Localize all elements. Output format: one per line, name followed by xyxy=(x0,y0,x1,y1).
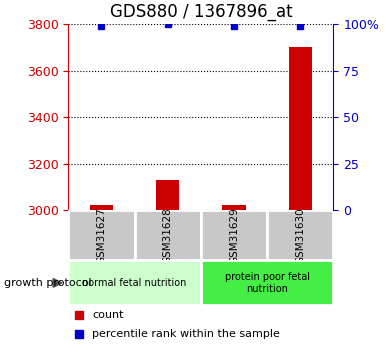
Text: GSM31627: GSM31627 xyxy=(96,207,106,264)
Bar xyxy=(156,180,179,210)
Text: protein poor fetal
nutrition: protein poor fetal nutrition xyxy=(225,272,310,294)
Bar xyxy=(289,47,312,210)
Bar xyxy=(135,210,201,260)
Bar xyxy=(68,210,135,260)
Bar xyxy=(222,205,246,210)
Bar xyxy=(90,205,113,210)
Title: GDS880 / 1367896_at: GDS880 / 1367896_at xyxy=(110,3,292,21)
Text: normal fetal nutrition: normal fetal nutrition xyxy=(82,278,187,288)
Bar xyxy=(267,210,333,260)
Text: GSM31628: GSM31628 xyxy=(163,207,173,264)
Text: count: count xyxy=(92,310,124,319)
Text: GSM31629: GSM31629 xyxy=(229,207,239,264)
Text: GSM31630: GSM31630 xyxy=(295,207,305,264)
Bar xyxy=(201,260,333,305)
Text: percentile rank within the sample: percentile rank within the sample xyxy=(92,329,280,339)
Text: growth protocol: growth protocol xyxy=(4,278,92,288)
Bar xyxy=(68,260,201,305)
Bar xyxy=(201,210,267,260)
